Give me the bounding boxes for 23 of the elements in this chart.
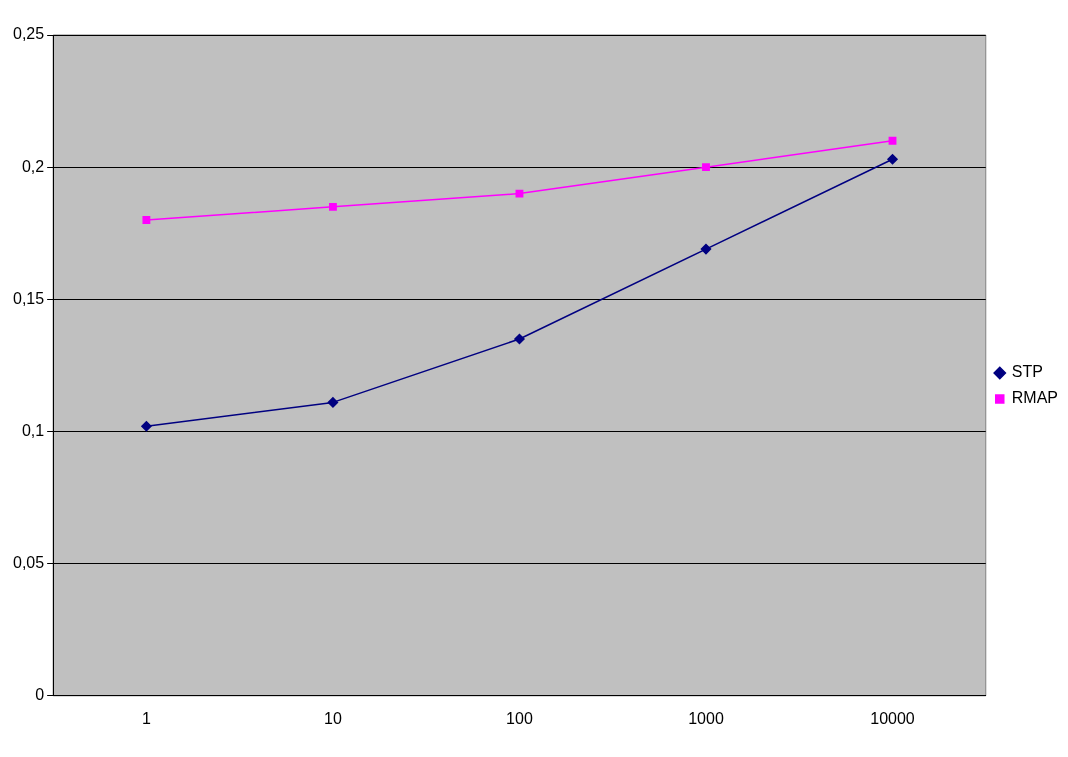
point [887, 153, 898, 165]
y-tick-label: 0,15 [13, 289, 45, 307]
y-tick-label: 0,05 [13, 554, 45, 572]
y-tick-label: 0,2 [21, 157, 45, 175]
legend-label: RMAP [1011, 389, 1059, 407]
point [515, 189, 524, 198]
y-tick-label: 0,1 [21, 421, 45, 439]
point [514, 333, 525, 345]
point [141, 420, 152, 432]
point [702, 163, 710, 172]
x-tick-label: 1000 [688, 709, 724, 727]
y-tick-label: 0,25 [13, 25, 45, 43]
point [888, 136, 897, 145]
point [327, 397, 339, 408]
x-tick-label: 100 [506, 709, 533, 727]
point [142, 216, 151, 224]
legend-label: STP [1011, 363, 1043, 381]
y-tick-label: 0 [35, 686, 45, 704]
x-tick-label: 10 [324, 709, 342, 727]
x-tick-label: 1 [141, 709, 151, 727]
point [329, 202, 337, 211]
point [700, 243, 712, 255]
x-tick-label: 10000 [870, 709, 915, 727]
